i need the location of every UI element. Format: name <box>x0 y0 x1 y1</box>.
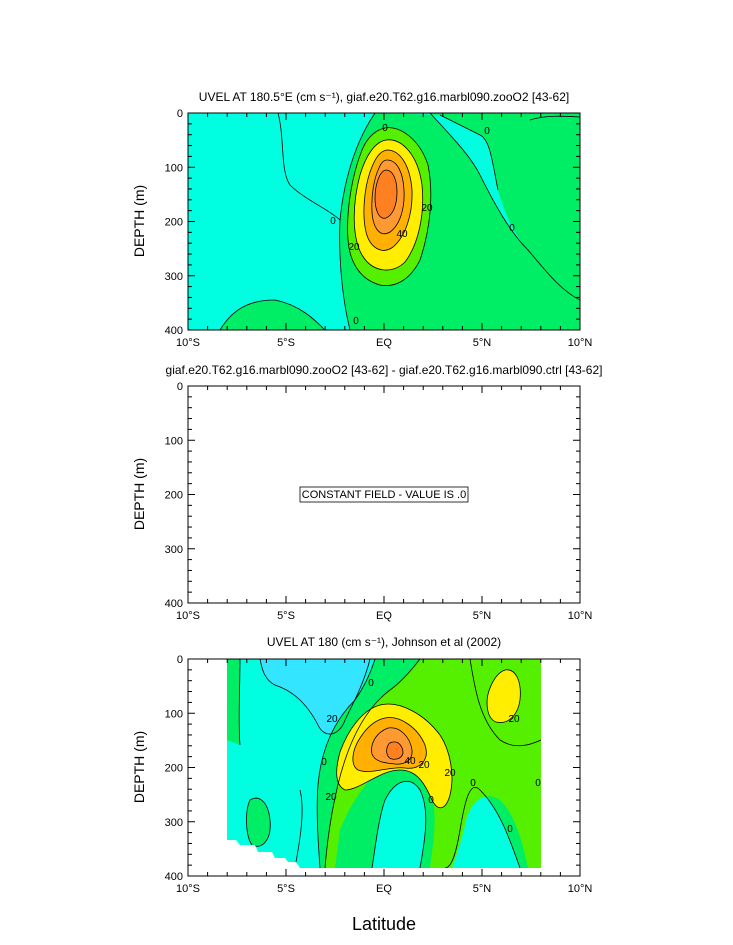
x-tick-label: 10°S <box>176 337 200 349</box>
panel-3-ylabel: DEPTH (m) <box>131 731 147 803</box>
panel-1-contour-label: 0 <box>484 126 490 137</box>
x-axis-label: Latitude <box>352 914 416 934</box>
panel-3-contour-label: 20 <box>418 760 430 771</box>
x-tick-label: EQ <box>376 610 392 622</box>
panel-3-contour-line <box>246 797 271 847</box>
panel-3-contour-label: 0 <box>368 678 374 689</box>
panel-2-title: giaf.e20.T62.g16.marbl090.zooO2 [43-62] … <box>166 363 603 377</box>
x-tick-label: 5°S <box>277 883 295 895</box>
panel-1-contour-line <box>429 113 580 301</box>
panel-3-contour-label: 0 <box>535 778 541 789</box>
panel-3-field-20-north <box>487 669 521 723</box>
panel-1-contour-label: 0 <box>382 123 388 134</box>
constant-field-box <box>299 486 469 503</box>
x-tick-label: 10°S <box>176 610 200 622</box>
panel-3-contour-line <box>371 727 413 765</box>
panel-2-axes: 10°S 5°S EQ 5°N 10°N 0 100 200 300 400 <box>165 381 593 622</box>
panel-1-contour-label: 0 <box>509 223 515 234</box>
x-tick-label: EQ <box>376 337 392 349</box>
panel-1-contour-line <box>347 127 432 287</box>
panel-3-contour-label: 0 <box>428 795 434 806</box>
y-tick-label: 0 <box>177 381 183 393</box>
panel-3-contour-line <box>324 659 421 868</box>
panel-1-ylabel: DEPTH (m) <box>131 185 147 257</box>
panel-1-contour-line <box>439 114 499 191</box>
panel-3-contour-label: 0 <box>321 757 327 768</box>
panel-3-contour-label: 20 <box>444 768 456 779</box>
y-tick-label: 100 <box>165 708 183 720</box>
y-tick-label: 0 <box>177 654 183 666</box>
panel-3-field-zero-sw <box>246 798 271 847</box>
panel-3-contour-line <box>469 659 541 747</box>
y-tick-label: 200 <box>165 763 183 775</box>
panel-3-contour-label: 0 <box>507 824 513 835</box>
panel-3-contour-label: 40 <box>404 756 416 767</box>
panel-1-field-zero-sw <box>220 300 325 330</box>
x-tick-label: 10°N <box>568 337 593 349</box>
x-tick-label: 5°N <box>473 883 492 895</box>
x-tick-label: 10°N <box>568 610 593 622</box>
x-tick-label: EQ <box>376 883 392 895</box>
panel-2-ylabel: DEPTH (m) <box>131 458 147 530</box>
panel-1-contour-label: 20 <box>421 203 433 214</box>
panel-3-contour-label: 20 <box>325 792 337 803</box>
panel-2: giaf.e20.T62.g16.marbl090.zooO2 [43-62] … <box>131 363 602 622</box>
y-tick-label: 200 <box>165 490 183 502</box>
x-tick-label: 5°N <box>473 337 492 349</box>
panel-3-contour-line <box>336 703 453 809</box>
panel-3-contour-line <box>444 787 521 868</box>
y-tick-label: 300 <box>165 544 183 556</box>
x-tick-label: 5°S <box>277 610 295 622</box>
panel-1-contours: 0 0 0 0 0 20 20 40 <box>188 113 580 330</box>
panel-1-contour-line <box>277 113 341 221</box>
y-tick-label: 200 <box>165 217 183 229</box>
y-tick-label: 300 <box>165 271 183 283</box>
y-tick-label: 400 <box>165 598 183 610</box>
panel-1-contour-line <box>529 115 580 121</box>
panel-1-contour-label: 0 <box>353 316 359 327</box>
panel-3-contour-line <box>386 741 404 760</box>
panel-3-contour-label: 0 <box>470 778 476 789</box>
panel-1-contour-label: 20 <box>348 242 360 253</box>
panel-3: UVEL AT 180 (cm s⁻¹), Johnson et al (200… <box>131 635 592 934</box>
panel-3-contour-label: 20 <box>326 714 338 725</box>
x-tick-label: 5°S <box>277 337 295 349</box>
panel-3-contour-line <box>352 717 427 772</box>
panel-1-contour-line <box>363 149 413 251</box>
y-tick-label: 400 <box>165 325 183 337</box>
y-tick-label: 100 <box>165 162 183 174</box>
constant-field-label: CONSTANT FIELD - VALUE IS .0 <box>302 489 466 501</box>
panel-3-contour-line <box>316 659 376 868</box>
panel-1-contour-line <box>371 159 405 235</box>
y-tick-label: 0 <box>177 108 183 120</box>
panel-3-contour-line <box>238 659 241 746</box>
panel-3-contours: 0 20 20 20 20 20 40 0 0 0 0 0 <box>227 659 541 868</box>
panel-3-title: UVEL AT 180 (cm s⁻¹), Johnson et al (200… <box>267 635 501 649</box>
panel-3-contour-line <box>295 789 303 863</box>
y-tick-label: 400 <box>165 871 183 883</box>
panel-3-contour-label: 20 <box>508 714 520 725</box>
y-tick-label: 100 <box>165 435 183 447</box>
panel-1-contour-line <box>353 139 424 271</box>
x-tick-label: 10°N <box>568 883 593 895</box>
panel-1-contour-line <box>374 169 398 219</box>
panel-3-contour-line <box>371 780 427 868</box>
panel-3-contour-line <box>486 669 521 723</box>
panel-1: UVEL AT 180.5°E (cm s⁻¹), giaf.e20.T62.g… <box>131 90 592 349</box>
panel-1-contour-line <box>219 299 326 330</box>
x-tick-label: 10°S <box>176 883 200 895</box>
panel-1-contour-label: 0 <box>330 216 336 227</box>
panel-1-contour-label: 40 <box>396 229 408 240</box>
y-tick-label: 300 <box>165 817 183 829</box>
panel-3-field-60 <box>386 741 403 760</box>
panel-1-title: UVEL AT 180.5°E (cm s⁻¹), giaf.e20.T62.g… <box>199 90 569 104</box>
x-tick-label: 5°N <box>473 610 492 622</box>
panel-1-field-60 <box>375 170 397 219</box>
